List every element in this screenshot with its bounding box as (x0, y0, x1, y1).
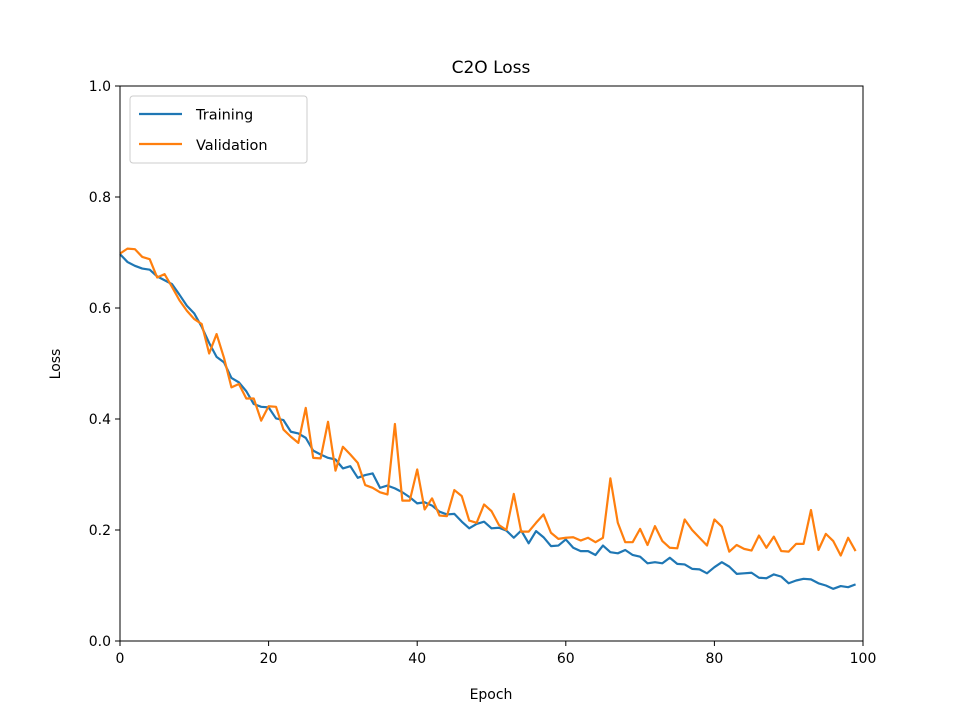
legend-label-training: Training (195, 108, 253, 124)
legend: Training Validation (129, 95, 308, 164)
chart-title: C2O Loss (452, 58, 531, 78)
y-tick-label: 0.6 (89, 301, 111, 317)
y-tick-label: 0.4 (89, 412, 111, 428)
series-line-training (119, 253, 856, 590)
legend-label-validation: Validation (196, 138, 268, 154)
x-tick-label: 0 (116, 651, 125, 667)
plot-frame (119, 85, 864, 642)
y-tick-label: 0.8 (89, 190, 111, 206)
x-tick-label: 100 (850, 651, 877, 667)
series-lines (119, 247, 857, 590)
y-tick-label: 0.0 (89, 634, 111, 650)
x-tick-label: 40 (408, 651, 426, 667)
series-line-validation (119, 247, 857, 557)
x-axis-label: Epoch (470, 687, 513, 703)
x-tick-label: 60 (557, 651, 575, 667)
y-tick-label: 0.2 (89, 523, 111, 539)
y-tick-label: 1.0 (89, 79, 111, 95)
x-tick-label: 80 (705, 651, 723, 667)
axis-ticks: 0 20 40 60 80 100 0.0 0.2 0.4 0.6 0.8 1.0 (89, 79, 877, 667)
x-tick-label: 20 (260, 651, 278, 667)
legend-box (129, 95, 308, 164)
y-axis-label: Loss (48, 349, 64, 380)
